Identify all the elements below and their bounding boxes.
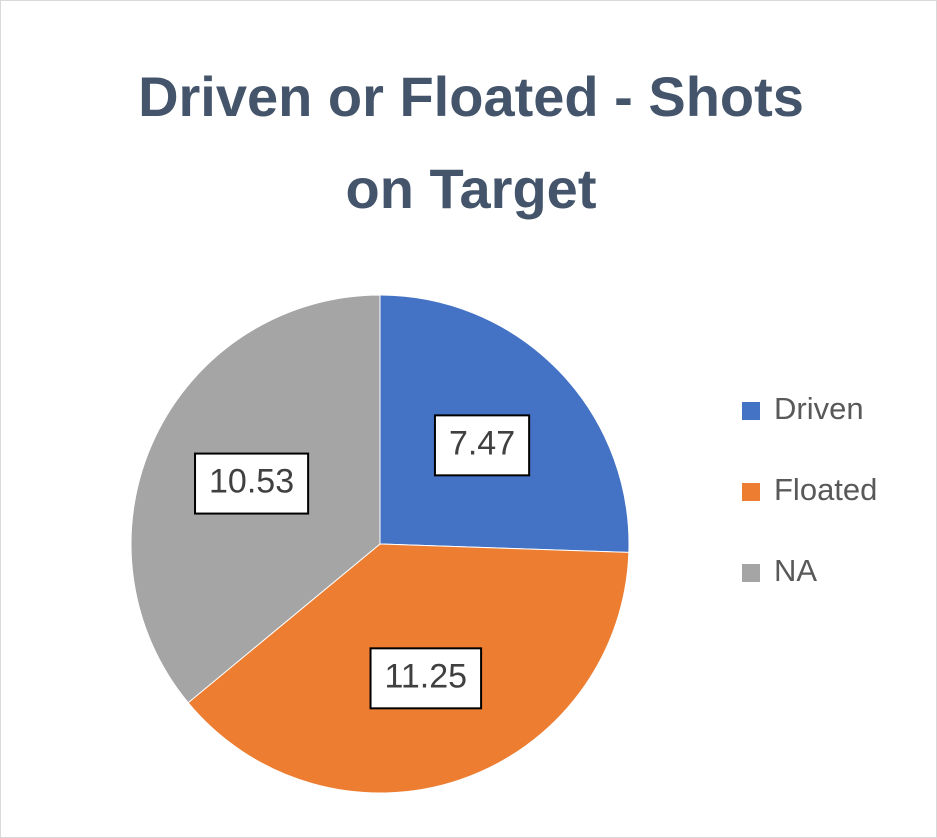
legend-label: Floated [774, 472, 877, 507]
data-label-box [194, 452, 310, 515]
legend-label: NA [774, 553, 817, 588]
data-label-box [433, 414, 531, 477]
data-label: 11.25 [385, 657, 468, 695]
legend-swatch [742, 483, 760, 501]
data-label: 7.47 [449, 424, 515, 462]
legend-swatch [742, 402, 760, 420]
legend-swatch [742, 564, 760, 582]
chart-title: Driven or Floated - Shots on Target [138, 65, 804, 220]
legend-label: Driven [774, 391, 864, 426]
data-label: 10.53 [209, 463, 294, 501]
data-label-box [369, 647, 483, 710]
